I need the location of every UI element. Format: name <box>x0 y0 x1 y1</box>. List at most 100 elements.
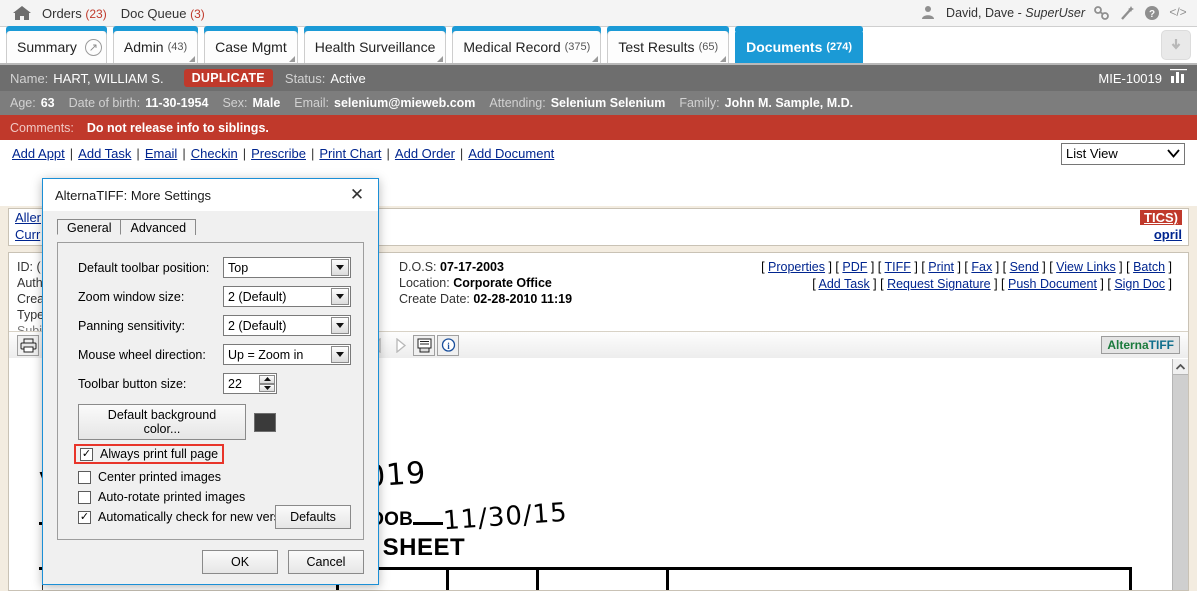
user-icon <box>921 5 937 21</box>
patient-age: 63 <box>40 96 55 110</box>
popout-arrow-icon[interactable]: ↗ <box>84 38 102 56</box>
doclink-request-signature[interactable]: Request Signature <box>887 277 991 291</box>
checkbox-icon-unchecked[interactable] <box>78 490 91 504</box>
doclink-print[interactable]: Print <box>928 260 954 274</box>
doclink-sign-doc[interactable]: Sign Doc <box>1114 277 1166 291</box>
doclink-add-task[interactable]: Add Task <box>818 277 870 291</box>
view-mode-select[interactable]: List View <box>1061 142 1185 165</box>
next-page-icon <box>395 337 406 353</box>
zoom-window-size-select[interactable]: 2 (Default) <box>223 286 351 307</box>
checkbox-auto-check-new-versions[interactable]: ✓ Automatically check for new versions <box>78 510 353 524</box>
panning-sensitivity-select[interactable]: 2 (Default) <box>223 315 351 336</box>
tab-test-results[interactable]: Test Results (65) <box>607 26 730 63</box>
topbar-link-doc-queue[interactable]: Doc Queue (3) <box>121 6 205 21</box>
patient-email-label: Email: <box>294 96 330 110</box>
ok-button[interactable]: OK <box>202 550 278 574</box>
patient-comments-bar: Comments: Do not release info to sibling… <box>0 115 1197 140</box>
chevron-down-icon[interactable] <box>331 317 349 334</box>
tab-resize-corner-icon <box>288 56 295 62</box>
topbar-link-orders-label: Orders <box>42 5 82 21</box>
doc-dos-row: D.O.S: 07-17-2003 <box>399 259 572 275</box>
patient-sex: Male <box>252 96 281 110</box>
defaults-button[interactable]: Defaults <box>275 505 351 529</box>
tab-documents[interactable]: Documents (274) <box>735 26 864 63</box>
link-icon[interactable] <box>1094 5 1110 21</box>
spinner-arrows[interactable] <box>259 375 275 392</box>
allergy-badge[interactable]: TICS) <box>1140 210 1182 225</box>
chevron-down-icon[interactable] <box>331 288 349 305</box>
tab-case-mgmt-label: Case Mgmt <box>215 39 287 55</box>
field-label: Panning sensitivity: <box>78 318 186 333</box>
checkbox-icon-checked[interactable]: ✓ <box>80 447 93 461</box>
link-email[interactable]: Email <box>144 146 178 161</box>
background-color-swatch[interactable] <box>254 412 276 432</box>
link-checkin[interactable]: Checkin <box>190 146 238 161</box>
patient-header-row-1: Name: HART, WILLIAM S. DUPLICATE Status:… <box>0 65 1197 91</box>
print-doc-button[interactable] <box>413 334 435 356</box>
help-icon[interactable]: ? <box>1144 5 1160 21</box>
close-icon[interactable]: ✕ <box>349 185 365 204</box>
tab-case-mgmt[interactable]: Case Mgmt <box>204 26 298 63</box>
tab-admin[interactable]: Admin (43) <box>112 26 199 63</box>
info-button[interactable]: i <box>437 334 459 356</box>
doclink-view-links[interactable]: View Links <box>1056 260 1116 274</box>
printer-button[interactable] <box>17 334 39 356</box>
allergies-link[interactable]: Aller <box>15 210 42 225</box>
link-add-order[interactable]: Add Order <box>394 146 455 161</box>
document-meta-main-column: D.O.S: 07-17-2003 Location: Corporate Of… <box>399 259 572 327</box>
link-add-appt[interactable]: Add Appt <box>12 146 65 161</box>
link-sep: | <box>182 146 186 161</box>
default-toolbar-position-select[interactable]: Top <box>223 257 351 278</box>
checkbox-auto-rotate-printed-images[interactable]: Auto-rotate printed images <box>78 490 353 504</box>
dialog-tab-general[interactable]: General <box>57 219 122 235</box>
default-background-color-button[interactable]: Default background color... <box>78 404 246 440</box>
next-page-button[interactable] <box>389 335 411 356</box>
doclink-batch[interactable]: Batch <box>1133 260 1166 274</box>
checkbox-always-print-full-page[interactable]: ✓ Always print full page <box>80 447 218 461</box>
doc-location-label: Location: <box>399 276 450 290</box>
dialog-title-bar[interactable]: AlternaTIFF: More Settings ✕ <box>43 179 378 211</box>
doclink-properties[interactable]: Properties <box>768 260 826 274</box>
current-medications-link[interactable]: Curr <box>15 227 41 242</box>
link-prescribe[interactable]: Prescribe <box>251 146 306 161</box>
doclink-send[interactable]: Send <box>1009 260 1039 274</box>
document-action-links-row-2: [ Add Task ] [ Request Signature ] [ Pus… <box>812 277 1172 291</box>
patient-dob: 11-30-1954 <box>145 96 209 110</box>
dialog-tab-advanced[interactable]: Advanced <box>120 219 197 235</box>
doclink-tiff[interactable]: TIFF <box>884 260 911 274</box>
checkbox-icon-unchecked[interactable] <box>78 470 91 484</box>
link-add-task[interactable]: Add Task <box>78 146 132 161</box>
doc-location-row: Location: Corporate Office <box>399 275 572 291</box>
chevron-down-icon[interactable] <box>331 346 349 363</box>
checkbox-icon-checked[interactable]: ✓ <box>78 510 91 524</box>
viewer-vertical-scrollbar[interactable] <box>1172 359 1188 590</box>
patient-status: Active <box>330 70 366 86</box>
wand-icon[interactable] <box>1119 5 1135 21</box>
mouse-wheel-direction-select[interactable]: Up = Zoom in <box>223 344 351 365</box>
tab-summary[interactable]: Summary ↗ <box>6 26 107 63</box>
link-print-chart[interactable]: Print Chart <box>319 146 382 161</box>
doclink-fax[interactable]: Fax <box>971 260 993 274</box>
link-add-document[interactable]: Add Document <box>468 146 555 161</box>
spinner-down-icon[interactable] <box>259 383 275 392</box>
chart-bars-icon[interactable] <box>1170 69 1187 87</box>
patient-mie-id: MIE-10019 <box>1098 70 1162 86</box>
medication-name[interactable]: opril <box>1153 227 1182 242</box>
doclink-push-document[interactable]: Push Document <box>1008 277 1097 291</box>
spinner-up-icon[interactable] <box>259 375 275 384</box>
cancel-button[interactable]: Cancel <box>288 550 364 574</box>
code-icon[interactable]: </> <box>1169 5 1186 21</box>
tab-health-surveillance[interactable]: Health Surveillance <box>303 26 447 63</box>
checkbox-label: Auto-rotate printed images <box>98 490 246 504</box>
view-select-wrapper: List View <box>1061 142 1185 165</box>
doclink-pdf[interactable]: PDF <box>842 260 868 274</box>
toolbar-button-size-stepper[interactable]: 22 <box>223 373 277 394</box>
chevron-down-icon[interactable] <box>331 259 349 276</box>
download-button[interactable] <box>1161 30 1191 60</box>
topbar-link-orders[interactable]: Orders (23) <box>42 6 107 21</box>
checkbox-center-printed-images[interactable]: Center printed images <box>78 470 353 484</box>
scroll-up-button[interactable] <box>1173 359 1188 375</box>
patient-attending-label: Attending: <box>489 96 546 110</box>
tab-medical-record[interactable]: Medical Record (375) <box>452 26 602 63</box>
home-icon[interactable] <box>12 5 32 21</box>
